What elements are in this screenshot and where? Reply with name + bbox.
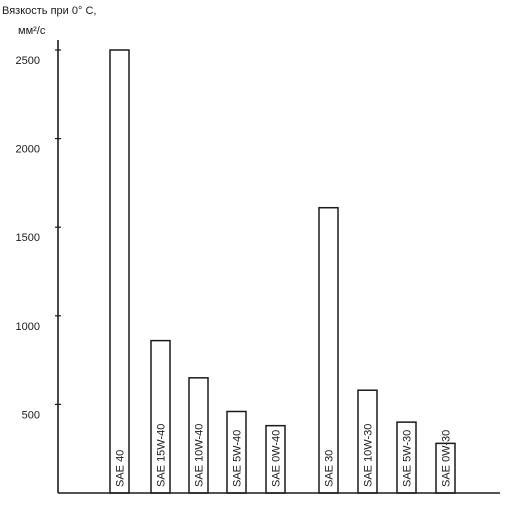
bar-label-4: SAE 5W-40 xyxy=(232,430,244,487)
y-tick-label: 2000 xyxy=(16,144,40,156)
bar-label-7: SAE 10W-30 xyxy=(363,424,375,487)
bar-label-3: SAE 10W-40 xyxy=(194,424,206,487)
y-axis-label-line1: Вязкость при 0° С, xyxy=(2,5,96,17)
bar-label-8: SAE 5W-30 xyxy=(402,430,414,487)
y-axis-label-line2: мм²/с xyxy=(18,25,46,37)
bar-label-1: SAE 40 xyxy=(115,450,127,487)
y-tick-label: 1000 xyxy=(16,321,40,333)
bar-1 xyxy=(109,49,130,494)
y-tick-label: 2500 xyxy=(16,55,40,67)
y-tick-label: 1500 xyxy=(16,232,40,244)
y-tick-label: 500 xyxy=(22,409,40,421)
bar-label-6: SAE 30 xyxy=(324,450,336,487)
bar-label-2: SAE 15W-40 xyxy=(156,424,168,487)
bars: SAE 40 SAE 15W-40 SAE 10W-40 SAE 5W-40 SAE 0… xyxy=(109,49,456,494)
y-axis-ticks: 500 1000 1500 2000 2500 xyxy=(16,49,61,421)
bar-label-5: SAE 0W-40 xyxy=(271,430,283,487)
bar-label-9: SAE 0W-30 xyxy=(441,430,453,487)
